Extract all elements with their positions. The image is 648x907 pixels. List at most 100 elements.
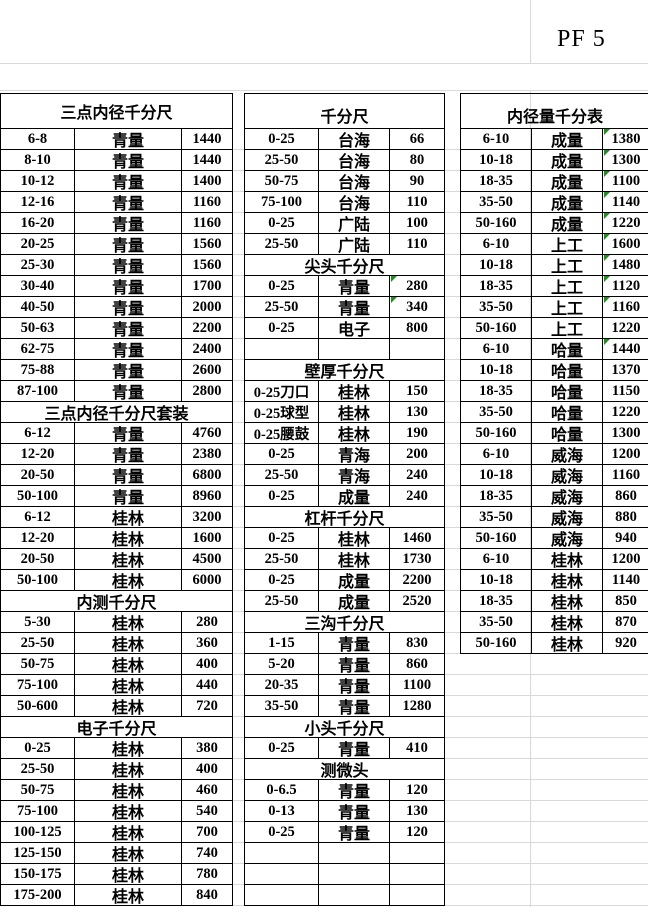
brand-cell[interactable]: 青量	[318, 822, 389, 843]
brand-cell[interactable]: 台海	[318, 192, 389, 213]
price-cell[interactable]: 1560	[181, 234, 232, 254]
price-cell[interactable]: 400	[181, 759, 232, 779]
size-cell[interactable]: 0-25	[268, 487, 295, 504]
price-cell[interactable]: 360	[181, 633, 232, 653]
size-cell[interactable]: 25-50	[20, 634, 55, 651]
brand-cell[interactable]: 成量	[531, 129, 602, 150]
brand-cell[interactable]: 上工	[531, 318, 602, 339]
price-cell[interactable]: 2380	[181, 444, 232, 464]
price-cell[interactable]: 1560	[181, 255, 232, 275]
price-cell[interactable]: 840	[181, 885, 232, 905]
size-cell[interactable]: 0-25	[268, 445, 295, 462]
brand-cell[interactable]: 成量	[531, 171, 602, 192]
size-cell[interactable]: 50-160	[475, 424, 517, 441]
brand-cell[interactable]: 青量	[318, 276, 389, 297]
size-cell[interactable]: 50-75	[20, 781, 55, 798]
size-cell[interactable]: 75-100	[16, 802, 59, 819]
brand-cell[interactable]: 桂林	[531, 570, 602, 591]
price-cell[interactable]	[389, 339, 444, 359]
brand-cell[interactable]: 青量	[74, 465, 181, 486]
size-cell[interactable]: 50-100	[16, 487, 59, 504]
brand-cell[interactable]: 台海	[318, 129, 389, 150]
brand-cell[interactable]: 上工	[531, 297, 602, 318]
brand-cell[interactable]: 上工	[531, 234, 602, 255]
size-cell[interactable]: 0-25	[268, 529, 295, 546]
brand-cell[interactable]: 青量	[74, 171, 181, 192]
price-cell[interactable]: 4760	[181, 423, 232, 443]
brand-cell[interactable]: 青量	[318, 801, 389, 822]
price-cell[interactable]: 280	[389, 276, 444, 296]
price-cell[interactable]: 1460	[389, 528, 444, 548]
brand-cell[interactable]: 哈量	[531, 423, 602, 444]
brand-cell[interactable]: 青海	[318, 444, 389, 465]
size-cell[interactable]: 0-25	[268, 319, 295, 336]
price-cell[interactable]: 870	[602, 612, 648, 632]
price-cell[interactable]: 2200	[181, 318, 232, 338]
size-cell[interactable]: 0-13	[268, 802, 295, 819]
size-cell[interactable]: 87-100	[16, 382, 59, 399]
price-cell[interactable]: 1370	[602, 360, 648, 380]
brand-cell[interactable]: 青量	[74, 318, 181, 339]
brand-cell[interactable]	[318, 843, 389, 863]
brand-cell[interactable]: 成量	[318, 591, 389, 612]
size-cell[interactable]: 50-600	[16, 697, 59, 714]
price-cell[interactable]: 100	[389, 213, 444, 233]
price-cell[interactable]	[389, 885, 444, 905]
price-cell[interactable]: 200	[389, 444, 444, 464]
size-cell[interactable]: 35-50	[479, 193, 513, 210]
price-cell[interactable]: 860	[389, 654, 444, 674]
brand-cell[interactable]: 青量	[74, 255, 181, 276]
price-cell[interactable]: 1700	[181, 276, 232, 296]
price-cell[interactable]: 880	[602, 507, 648, 527]
price-cell[interactable]: 1220	[602, 318, 648, 338]
size-cell[interactable]	[245, 843, 318, 863]
size-cell[interactable]: 20-50	[20, 550, 55, 567]
size-cell[interactable]: 62-75	[20, 340, 55, 357]
brand-cell[interactable]	[318, 885, 389, 905]
size-cell[interactable]: 18-35	[479, 172, 513, 189]
size-cell[interactable]: 0-25球型	[253, 405, 310, 422]
size-cell[interactable]: 25-50	[264, 151, 299, 168]
brand-cell[interactable]: 成量	[531, 192, 602, 213]
brand-cell[interactable]: 威海	[531, 465, 602, 486]
size-cell[interactable]: 10-12	[20, 172, 55, 189]
size-cell[interactable]: 175-200	[13, 886, 62, 903]
size-cell[interactable]: 25-50	[20, 760, 55, 777]
brand-cell[interactable]: 广陆	[318, 234, 389, 255]
price-cell[interactable]: 120	[389, 822, 444, 842]
size-cell[interactable]: 35-50	[479, 508, 513, 525]
brand-cell[interactable]: 桂林	[74, 570, 181, 591]
brand-cell[interactable]: 青量	[74, 423, 181, 444]
size-cell[interactable]: 50-160	[475, 214, 517, 231]
price-cell[interactable]: 2520	[389, 591, 444, 611]
size-cell[interactable]: 25-50	[264, 592, 299, 609]
size-cell[interactable]: 40-50	[20, 298, 55, 315]
price-cell[interactable]: 1600	[602, 234, 648, 254]
price-cell[interactable]: 940	[602, 528, 648, 548]
size-cell[interactable]: 25-50	[264, 550, 299, 567]
price-cell[interactable]: 920	[602, 633, 648, 653]
size-cell[interactable]: 50-75	[20, 655, 55, 672]
size-cell[interactable]: 50-100	[16, 571, 59, 588]
brand-cell[interactable]: 桂林	[74, 885, 181, 906]
brand-cell[interactable]: 青量	[318, 780, 389, 801]
brand-cell[interactable]: 桂林	[74, 654, 181, 675]
size-cell[interactable]: 0-25	[268, 130, 295, 147]
size-cell[interactable]: 150-175	[13, 865, 62, 882]
price-cell[interactable]: 1220	[602, 213, 648, 233]
size-cell[interactable]: 6-12	[24, 508, 51, 525]
size-cell[interactable]: 25-50	[264, 298, 299, 315]
price-cell[interactable]: 4500	[181, 549, 232, 569]
brand-cell[interactable]	[318, 864, 389, 884]
size-cell[interactable]: 10-18	[479, 361, 513, 378]
brand-cell[interactable]: 桂林	[74, 864, 181, 885]
price-cell[interactable]: 66	[389, 129, 444, 149]
price-cell[interactable]: 1100	[602, 171, 648, 191]
size-cell[interactable]: 18-35	[479, 277, 513, 294]
size-cell[interactable]: 25-30	[20, 256, 55, 273]
price-cell[interactable]: 700	[181, 822, 232, 842]
brand-cell[interactable]: 青量	[74, 150, 181, 171]
size-cell[interactable]: 20-50	[20, 466, 55, 483]
brand-cell[interactable]	[318, 339, 389, 359]
price-cell[interactable]: 540	[181, 801, 232, 821]
